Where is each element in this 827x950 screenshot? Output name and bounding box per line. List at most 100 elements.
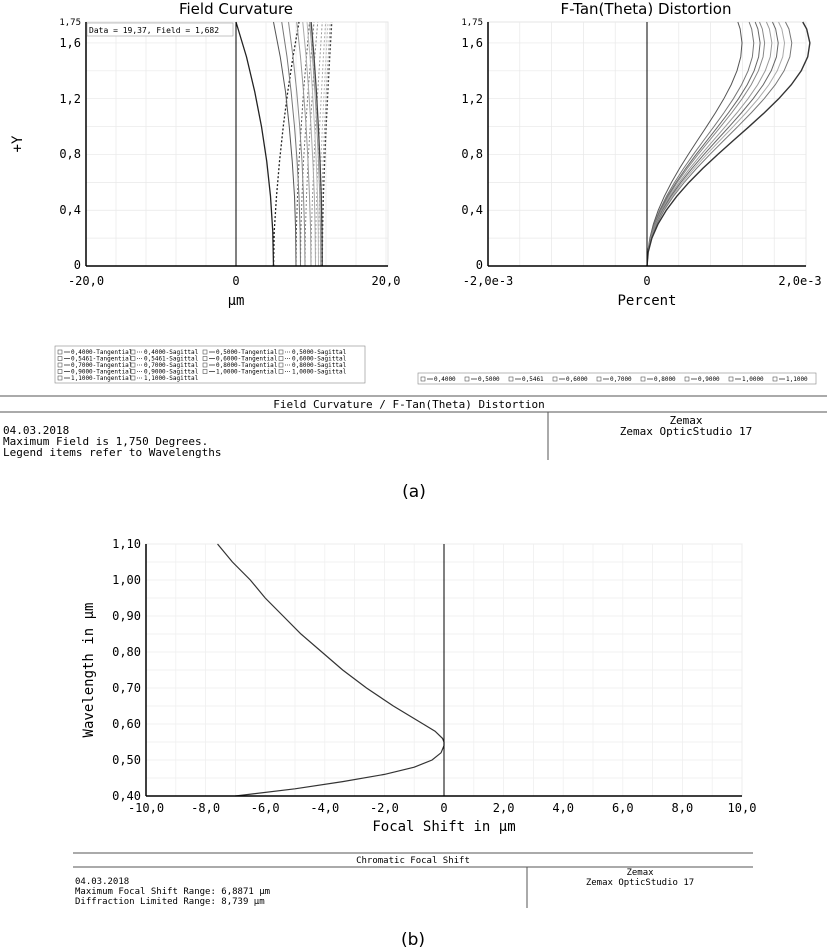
legend-checkbox[interactable] — [202, 369, 208, 374]
legend-checkbox[interactable] — [420, 376, 426, 382]
legend-checkbox[interactable] — [130, 375, 136, 381]
legend-checkbox[interactable] — [57, 375, 63, 381]
footer-a-date: 04.03.2018 — [3, 424, 69, 437]
legend-checkbox[interactable] — [57, 349, 63, 355]
chromatic-focal-shift-plot: -10,0 -8,0 -6,0 -4,0 -2,0 0 2,0 4,0 6,0 8,0 10,0 0… — [81, 537, 756, 835]
legend-label: 0,8000 — [654, 376, 676, 383]
legend-label: 0,5000-Sagittal — [292, 349, 347, 356]
legend-checkbox[interactable] — [130, 362, 136, 368]
footer-b-vendor: Zemax — [626, 868, 654, 878]
figure-a-caption: (a) — [402, 482, 426, 502]
fc-series-line — [296, 21, 312, 267]
cfs-series-line — [217, 543, 445, 797]
footer-a-product: Zemax OpticStudio 17 — [620, 425, 752, 438]
cfs-x-tick-label: 2,0 — [493, 801, 515, 815]
legend-checkbox[interactable] — [278, 362, 284, 368]
fc-series-line — [315, 21, 327, 267]
footer-a-vendor: Zemax — [669, 414, 702, 427]
dt-series-line — [646, 21, 773, 267]
fc-series-line — [235, 21, 275, 267]
fc-series-line — [321, 21, 333, 267]
fc-series-line — [306, 21, 319, 267]
cfs-y-tick-label: 0,70 — [112, 681, 141, 695]
legend-checkbox[interactable] — [596, 376, 602, 382]
field-curvature-title: Field Curvature — [179, 0, 293, 18]
dt-y-tick-label: 0 — [476, 258, 483, 272]
footer-a-max-field: Maximum Field is 1,750 Degrees. — [3, 435, 208, 448]
fc-legend-items: 0,4000-Tangential 0,4000-Sagittal 0,5000-T… — [57, 349, 347, 382]
legend-checkbox[interactable] — [130, 349, 136, 355]
legend-checkbox[interactable] — [640, 376, 646, 382]
cfs-x-ticks: -10,0 -8,0 -6,0 -4,0 -2,0 0 2,0 4,0 6,0 8,0 10,0 — [128, 801, 757, 815]
field-curvature-grid — [85, 22, 388, 267]
legend-checkbox[interactable] — [130, 356, 136, 361]
legend-label: 0,5461-Sagittal — [144, 356, 199, 363]
legend-checkbox[interactable] — [202, 362, 208, 368]
legend-label: 1,0000-Sagittal — [292, 369, 347, 376]
cfs-x-tick-label: -8,0 — [191, 801, 220, 815]
fc-series-line — [310, 21, 323, 267]
cfs-x-tick-label: -10,0 — [128, 801, 164, 815]
fc-y-tick-label: 0,4 — [59, 203, 81, 217]
legend-checkbox[interactable] — [130, 369, 136, 374]
legend-label: 1,1000-Sagittal — [144, 375, 199, 382]
legend-checkbox[interactable] — [57, 369, 63, 374]
legend-checkbox[interactable] — [57, 356, 63, 361]
cfs-y-axis-label: Wavelength in µm — [81, 603, 97, 738]
legend-checkbox[interactable] — [728, 376, 734, 382]
legend-checkbox[interactable] — [772, 376, 778, 382]
legend-checkbox[interactable] — [278, 369, 284, 374]
cfs-x-tick-label: 8,0 — [672, 801, 694, 815]
legend-label: 1,1000-Tangential — [71, 375, 133, 382]
distortion-legend: 0,4000 0,5000 0,5461 0,6000 0,7000 0,8000 0,90… — [417, 372, 817, 385]
legend-checkbox[interactable] — [684, 376, 690, 382]
fc-series-line — [304, 21, 319, 267]
legend-label: 0,8000-Tangential — [216, 362, 278, 369]
legend-label: 0,7000-Tangential — [71, 362, 133, 369]
footer-b-date: 04.03.2018 — [75, 877, 129, 887]
legend-label: 0,5461 — [522, 376, 544, 383]
legend-checkbox[interactable] — [552, 376, 558, 382]
fc-series-line — [302, 21, 316, 267]
distortion-plot: F-Tan(Theta) Distortion -2,0e-3 0 2,0e-3… — [461, 0, 821, 309]
cfs-y-ticks: 0,40 0,50 0,60 0,70 0,80 0,90 1,00 1,10 — [112, 537, 141, 803]
legend-checkbox[interactable] — [278, 356, 284, 361]
legend-label: 1,1000 — [786, 376, 808, 383]
fc-x-tick-label: 0 — [232, 274, 239, 288]
legend-label: 0,6000-Sagittal — [292, 356, 347, 363]
cfs-x-tick-label: 4,0 — [552, 801, 574, 815]
cfs-y-tick-label: 1,00 — [112, 573, 141, 587]
fc-y-tick-label: 1,2 — [59, 92, 81, 106]
footer-b-max-shift: Maximum Focal Shift Range: 6,8871 µm — [75, 887, 270, 897]
legend-label: 0,5000 — [478, 376, 500, 383]
legend-checkbox[interactable] — [57, 362, 63, 368]
dt-legend-items: 0,4000 0,5000 0,5461 0,6000 0,7000 0,8000 0,90… — [420, 376, 808, 383]
cfs-x-tick-label: 10,0 — [728, 801, 757, 815]
legend-checkbox[interactable] — [508, 376, 514, 382]
fc-series-line — [295, 21, 310, 267]
distortion-series — [646, 21, 811, 267]
legend-checkbox[interactable] — [202, 349, 208, 355]
dt-series-line — [646, 21, 786, 267]
legend-label: 0,7000 — [610, 376, 632, 383]
footer-b-product: Zemax OpticStudio 17 — [586, 878, 694, 888]
legend-label: 0,5461-Tangential — [71, 356, 133, 363]
cfs-y-tick-label: 0,90 — [112, 609, 141, 623]
legend-label: 0,8000-Sagittal — [292, 362, 347, 369]
dt-x-tick-label: 2,0e-3 — [778, 274, 821, 288]
cfs-y-tick-label: 0,80 — [112, 645, 141, 659]
dt-legend-box — [417, 372, 817, 385]
fc-series-line — [300, 21, 315, 267]
cfs-y-tick-label: 0,60 — [112, 717, 141, 731]
legend-checkbox[interactable] — [464, 376, 470, 382]
field-curvature-series — [235, 21, 333, 267]
fc-series-line — [273, 21, 297, 267]
footer-b-diffraction: Diffraction Limited Range: 8,739 µm — [75, 897, 265, 907]
legend-label: 0,9000-Tangential — [71, 369, 133, 376]
legend-checkbox[interactable] — [278, 349, 284, 355]
fc-y-tick-label: 1,75 — [59, 18, 81, 28]
footer-b: Chromatic Focal Shift 04.03.2018 Maximum… — [73, 852, 753, 908]
cursor-readout: Data = 19,37, Field = 1,682 — [89, 26, 219, 35]
legend-checkbox[interactable] — [202, 356, 208, 361]
cfs-y-tick-label: 0,40 — [112, 789, 141, 803]
